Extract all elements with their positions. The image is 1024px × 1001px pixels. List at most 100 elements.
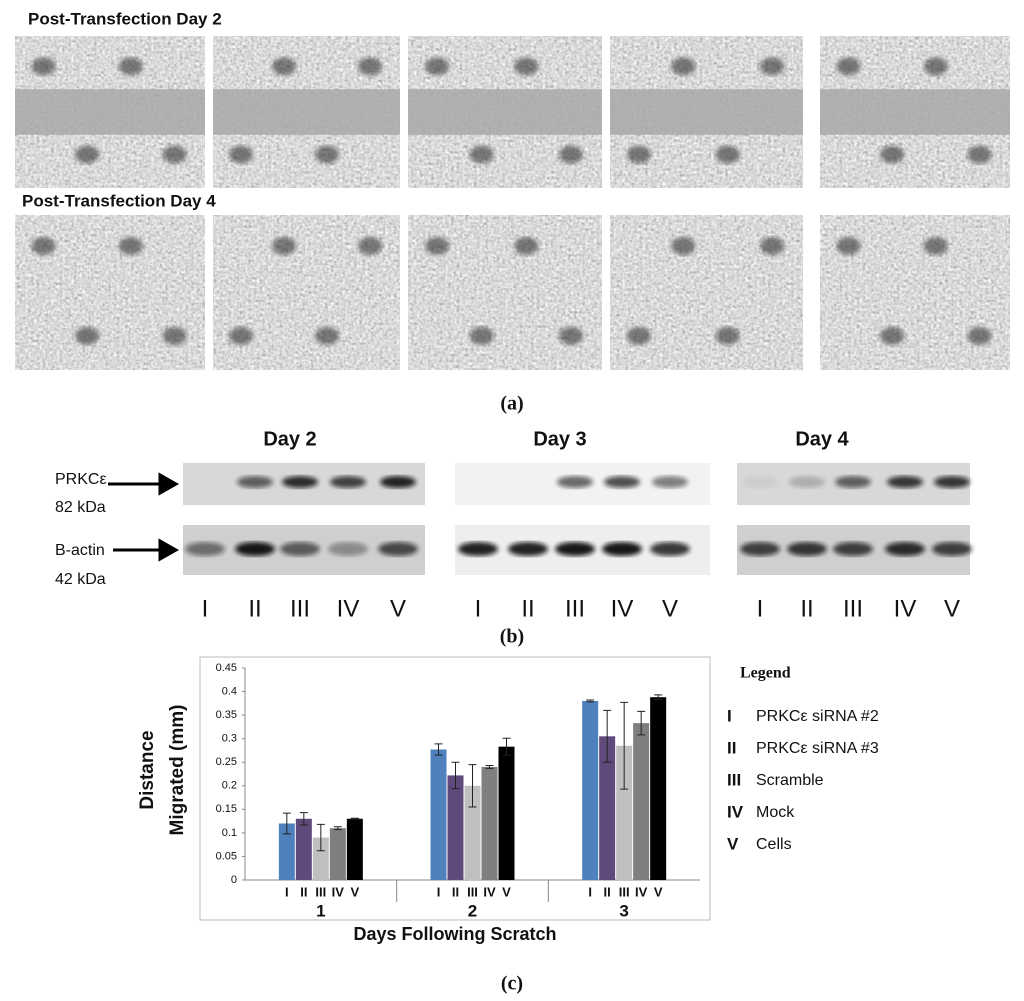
y-tick-label: 0.2 — [222, 780, 237, 792]
y-tick-label: 0.4 — [222, 685, 237, 697]
bar — [633, 723, 650, 880]
bar-code-label: V — [654, 884, 663, 899]
band — [378, 542, 418, 556]
y-axis-label: Distance — [137, 730, 158, 809]
bar-code-label: I — [437, 884, 441, 899]
cell-cluster — [626, 145, 651, 164]
band — [328, 542, 368, 556]
caption: (b) — [500, 626, 524, 648]
lane-label: V — [944, 595, 960, 622]
error-bar — [485, 765, 494, 769]
bar — [295, 818, 312, 880]
error-bar — [282, 812, 291, 835]
cell-cluster — [715, 145, 740, 164]
legend-code: II — [727, 738, 736, 757]
cell-cluster — [118, 57, 143, 76]
cell-cluster — [75, 145, 100, 164]
cell-cluster — [715, 326, 740, 345]
error-bar — [333, 826, 342, 831]
band — [650, 542, 690, 556]
cell-cluster — [272, 237, 297, 255]
legend-code: III — [727, 770, 741, 789]
bar-code-label: I — [588, 884, 592, 899]
arrows — [108, 472, 180, 562]
lane-label: I — [202, 595, 209, 622]
y-tick-label: 0.05 — [216, 850, 237, 862]
day-label: Day 3 — [533, 428, 586, 450]
legend-code: IV — [727, 802, 744, 821]
cell-cluster — [358, 237, 383, 255]
lane-label: V — [662, 595, 678, 622]
error-bar — [654, 694, 663, 701]
lane-label: IV — [894, 595, 917, 622]
error-bar — [603, 709, 612, 763]
bar — [582, 700, 599, 880]
legend-name: PRKCε siRNA #2 — [756, 708, 879, 725]
band — [555, 542, 595, 556]
band — [835, 476, 871, 488]
lane-label: III — [843, 595, 863, 622]
cell-cluster — [760, 57, 785, 76]
band — [742, 476, 778, 488]
error-bar — [451, 761, 460, 790]
cell-cluster — [880, 145, 905, 164]
y-tick-label: 0.35 — [216, 709, 237, 721]
error-bar — [316, 823, 325, 852]
protein-size: 82 kDa — [55, 499, 106, 516]
y-tick-label: 0.1 — [222, 827, 237, 839]
scratch-gap — [820, 89, 1010, 135]
error-bar — [468, 764, 477, 808]
cell-cluster — [836, 237, 861, 255]
lane-label: I — [757, 595, 764, 622]
band — [787, 542, 827, 556]
error-bar — [350, 817, 359, 820]
cell-cluster — [836, 57, 861, 76]
cell-cluster — [671, 57, 696, 76]
row-title: Post-Transfection Day 2 — [28, 9, 222, 28]
lane-label: III — [565, 595, 585, 622]
bar — [481, 766, 498, 880]
scratch-gap — [610, 89, 803, 135]
lane-label: IV — [337, 595, 360, 622]
bar — [278, 823, 295, 880]
x-tick-label: 3 — [619, 901, 628, 920]
lane-label: I — [475, 595, 482, 622]
bar — [430, 749, 447, 880]
cell-cluster — [469, 326, 494, 345]
band — [652, 476, 688, 488]
cell-cluster — [967, 326, 992, 345]
y-tick-label: 0.25 — [216, 756, 237, 768]
band — [330, 476, 366, 488]
cell-cluster — [31, 57, 56, 76]
legend-code: V — [727, 834, 739, 853]
cell-cluster — [923, 237, 948, 255]
cell-cluster — [514, 57, 539, 76]
bar-code-label: IV — [635, 884, 648, 899]
y-tick-label: 0.3 — [222, 733, 237, 745]
legend-name: PRKCε siRNA #3 — [756, 740, 879, 757]
cell-cluster — [229, 145, 254, 164]
error-bar — [586, 699, 595, 703]
band — [280, 542, 320, 556]
band — [458, 542, 498, 556]
cell-cluster — [671, 237, 696, 255]
cell-cluster — [880, 326, 905, 345]
error-bar — [299, 812, 308, 826]
band — [885, 542, 925, 556]
bar — [312, 837, 329, 880]
band — [934, 476, 970, 488]
error-bar — [620, 701, 629, 790]
band — [789, 476, 825, 488]
day-label: Day 4 — [795, 428, 849, 450]
protein-size: 42 kDa — [55, 571, 106, 588]
bar — [447, 775, 464, 880]
bar-code-label: II — [452, 884, 459, 899]
cell-cluster — [558, 326, 583, 345]
band — [740, 542, 780, 556]
cell-cluster — [923, 57, 948, 76]
x-axis-label: Days Following Scratch — [353, 924, 556, 944]
y-tick-label: 0.15 — [216, 803, 237, 815]
band — [185, 542, 225, 556]
